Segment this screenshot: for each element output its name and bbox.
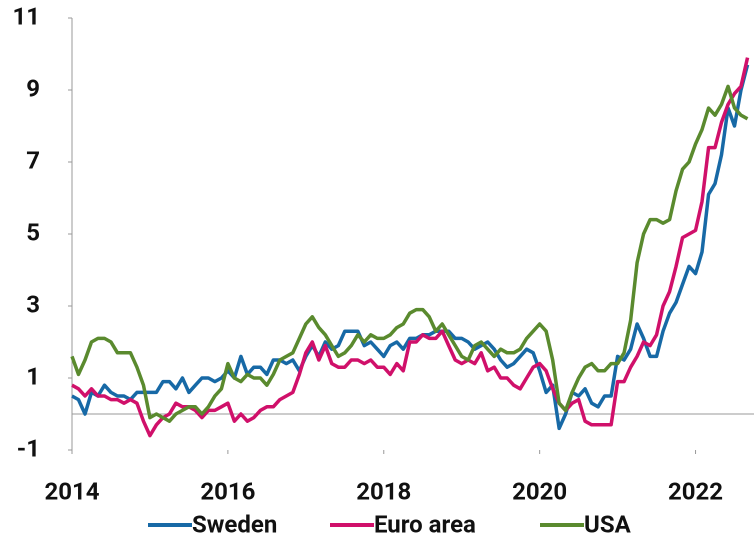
- y-tick-label: 3: [26, 290, 40, 318]
- line-series: [71, 57, 750, 438]
- legend-label: Sweden: [192, 510, 277, 538]
- y-tick-label: -1: [17, 434, 40, 462]
- x-tick-label: 2022: [668, 477, 723, 505]
- y-tick-label: 1: [26, 362, 40, 390]
- y-tick-label: 5: [26, 218, 40, 246]
- legend-label: USA: [584, 510, 632, 538]
- x-tick-label: 2014: [44, 477, 99, 505]
- line-series: [70, 84, 749, 423]
- y-tick-label: 7: [26, 146, 40, 174]
- legend-label: Euro area: [374, 510, 476, 538]
- y-tick-label: 11: [12, 2, 40, 30]
- y-tick-label: 9: [26, 74, 40, 102]
- x-tick-label: 2016: [200, 477, 255, 505]
- x-tick-label: 2020: [512, 477, 567, 505]
- line-series: [71, 64, 750, 431]
- x-tick-label: 2018: [356, 477, 411, 505]
